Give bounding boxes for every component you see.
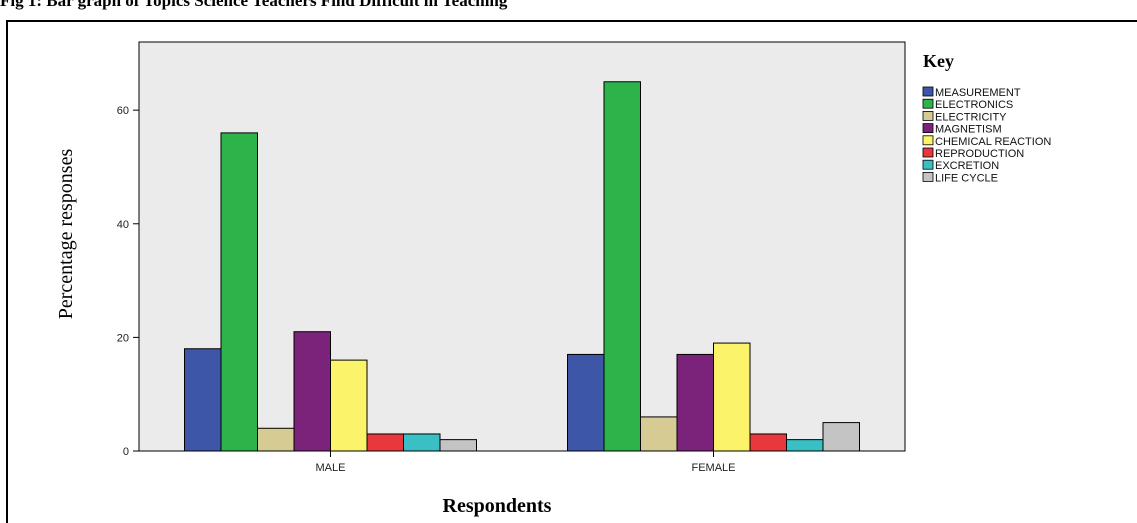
bar-female-reproduction	[749, 433, 787, 452]
legend-label-measurement: MEASUREMENT	[935, 87, 1021, 99]
figure-frame	[6, 20, 1137, 523]
legend-label-electricity: ELECTRICITY	[935, 111, 1007, 123]
legend-swatch-measurement	[922, 86, 934, 97]
legend-label-excretion: EXCRETION	[935, 160, 999, 172]
bar-female-magnetism	[676, 353, 714, 452]
y-axis-label: Percentage responses	[55, 149, 77, 320]
legend-swatch-electronics	[922, 98, 934, 109]
legend-swatch-chemical-reaction	[922, 135, 934, 146]
legend: MEASUREMENTELECTRONICSELECTRICITYMAGNETI…	[922, 86, 1051, 184]
x-tick-label-male: MALE	[316, 462, 346, 474]
legend-swatch-electricity	[922, 111, 934, 121]
legend-title: Key	[923, 51, 954, 71]
bar-female-excretion	[786, 439, 824, 452]
bar-male-life-cycle	[439, 439, 477, 452]
y-tick-label: 0	[123, 446, 129, 458]
legend-swatch-life-cycle	[922, 171, 934, 182]
legend-swatch-magnetism	[922, 123, 934, 133]
bar-female-electricity	[640, 416, 678, 452]
bar-female-electronics	[603, 81, 641, 452]
bar-male-reproduction	[366, 433, 404, 452]
bar-female-chemical-reaction	[713, 342, 751, 452]
y-tick-label: 20	[117, 332, 129, 344]
bar-male-electronics	[220, 132, 258, 452]
plot-area	[138, 41, 906, 452]
bar-male-measurement	[184, 348, 222, 452]
x-axis: MALE FEMALE	[316, 451, 736, 474]
bar-female-life-cycle	[822, 422, 860, 452]
bar-male-magnetism	[293, 331, 331, 452]
legend-swatch-reproduction	[922, 147, 934, 158]
legend-label-reproduction: REPRODUCTION	[935, 148, 1024, 160]
legend-label-chemical-reaction: CHEMICAL REACTION	[935, 136, 1051, 148]
y-axis: 0 20 40 60	[117, 105, 139, 458]
y-tick-label: 40	[117, 219, 129, 231]
legend-label-electronics: ELECTRONICS	[935, 99, 1013, 111]
legend-label-life-cycle: LIFE CYCLE	[935, 172, 998, 184]
x-axis-label: Respondents	[443, 495, 552, 517]
bars-group	[184, 81, 860, 452]
legend-swatch-excretion	[922, 159, 934, 170]
y-tick-label: 60	[117, 105, 129, 117]
bar-female-measurement	[567, 353, 605, 452]
legend-label-magnetism: MAGNETISM	[935, 124, 1002, 136]
bar-male-chemical-reaction	[330, 359, 368, 452]
bar-male-excretion	[403, 433, 441, 452]
bar-male-electricity	[257, 427, 295, 452]
figure-title: Fig 1: Bar graph of Topics Science Teach…	[0, 0, 508, 10]
x-tick-label-female: FEMALE	[691, 462, 735, 474]
